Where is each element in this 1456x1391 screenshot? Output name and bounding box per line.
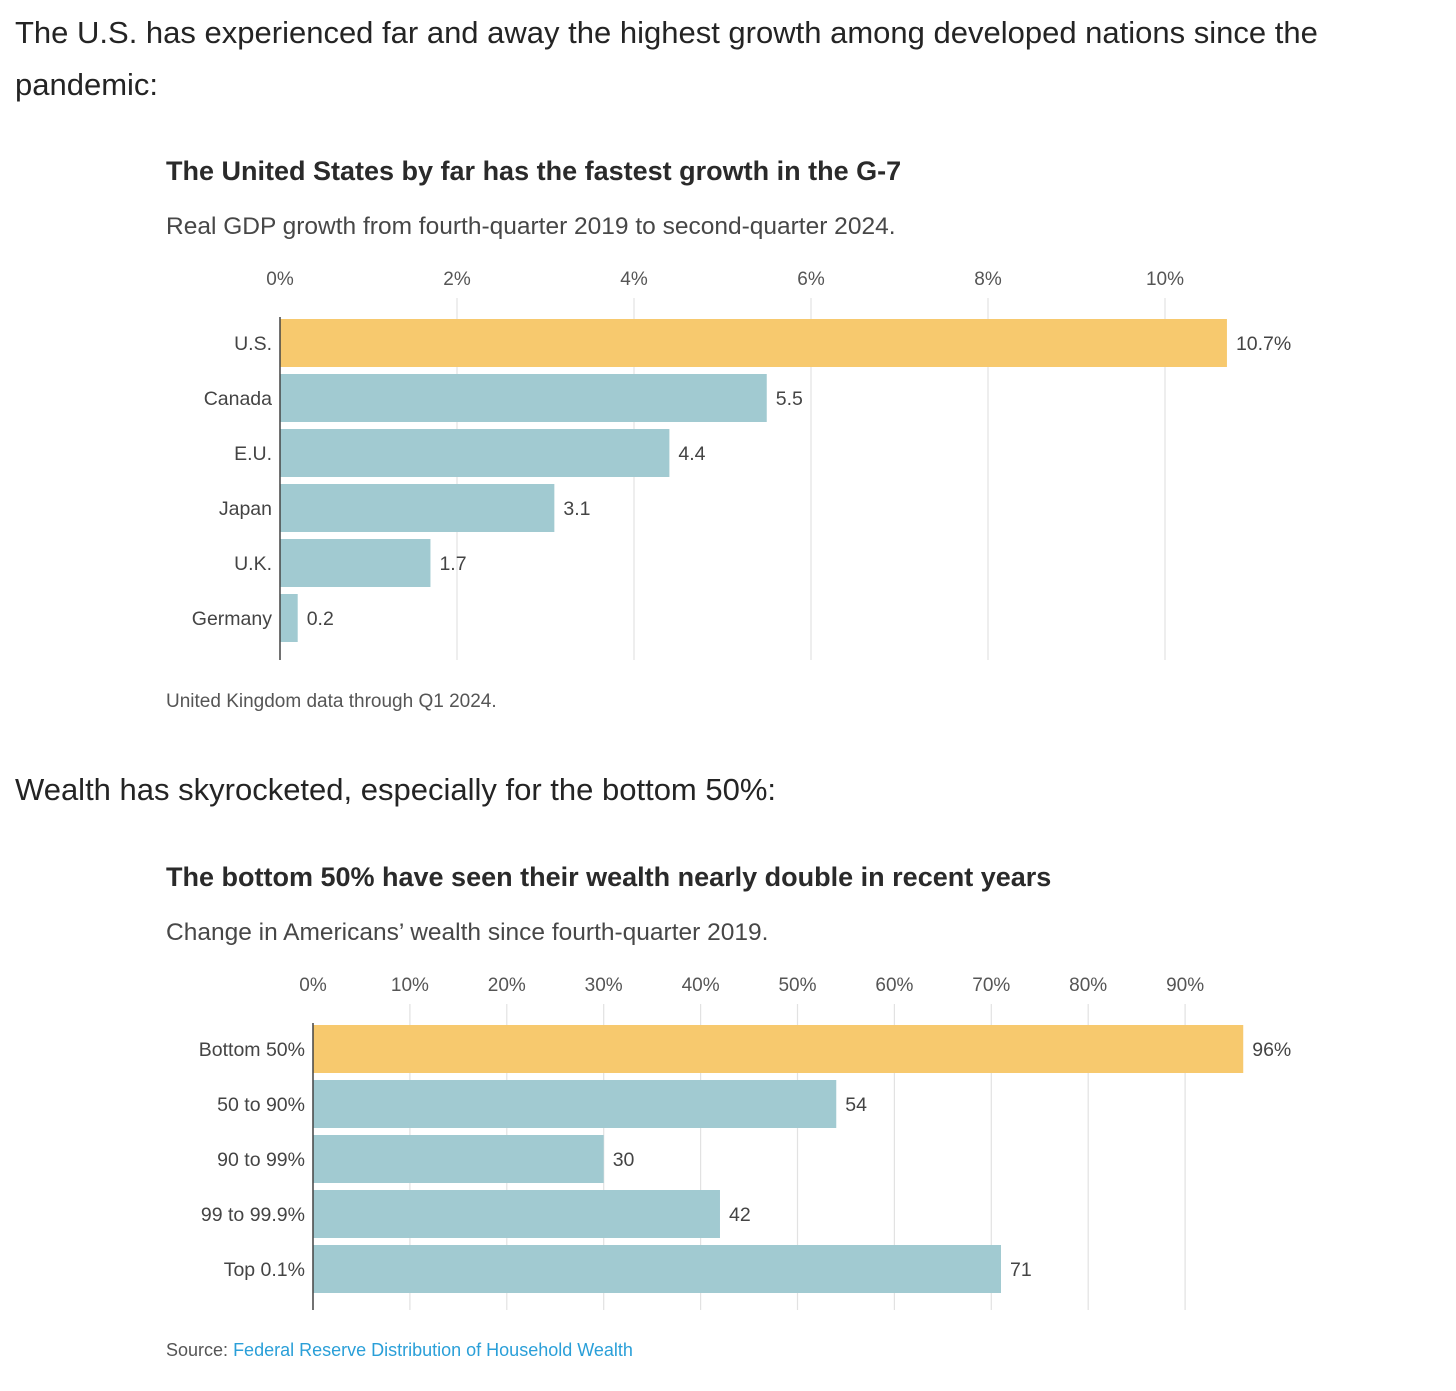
x-tick-label: 0% bbox=[299, 975, 327, 996]
x-tick-label: 70% bbox=[972, 975, 1010, 996]
category-label: Japan bbox=[219, 498, 272, 520]
wealth-change-chart: 0% 10% 20% 30% 40% 50% 60% 70% 80% 90% Bottom 50% 9… bbox=[199, 975, 1291, 1310]
x-tick-label: 80% bbox=[1069, 975, 1107, 996]
x-tick-label: 8% bbox=[974, 269, 1002, 290]
value-label: 3.1 bbox=[563, 498, 590, 520]
x-tick-label: 40% bbox=[682, 975, 720, 996]
category-label: U.S. bbox=[234, 333, 272, 355]
chart2-source: Source: Federal Reserve Distribution of … bbox=[166, 1340, 633, 1361]
chart1-subtitle: Real GDP growth from fourth-quarter 2019… bbox=[166, 213, 896, 240]
category-label: E.U. bbox=[234, 443, 272, 465]
value-label: 42 bbox=[729, 1204, 751, 1226]
x-tick-label: 50% bbox=[778, 975, 816, 996]
value-label: 10.7% bbox=[1236, 333, 1291, 355]
bar-u-s- bbox=[280, 319, 1227, 367]
intro-paragraph: The U.S. has experienced far and away th… bbox=[15, 15, 1318, 102]
value-label: 0.2 bbox=[307, 608, 334, 630]
category-label: U.K. bbox=[234, 553, 272, 575]
x-tick-label: 20% bbox=[488, 975, 526, 996]
bar-bottom-50- bbox=[313, 1025, 1244, 1073]
source-link[interactable]: Federal Reserve Distribution of Househol… bbox=[233, 1340, 633, 1360]
x-tick-label: 60% bbox=[875, 975, 913, 996]
bar-canada bbox=[280, 374, 767, 422]
category-label: 50 to 90% bbox=[217, 1094, 305, 1116]
value-label: 1.7 bbox=[439, 553, 466, 575]
second-paragraph: Wealth has skyrocketed, especially for t… bbox=[15, 772, 777, 807]
x-tick-label: 4% bbox=[620, 269, 648, 290]
bar-50-to-90- bbox=[313, 1080, 837, 1128]
x-tick-label: 0% bbox=[266, 269, 294, 290]
x-tick-label: 2% bbox=[443, 269, 471, 290]
bar-u-k- bbox=[280, 539, 431, 587]
value-label: 4.4 bbox=[678, 443, 705, 465]
category-label: Top 0.1% bbox=[224, 1259, 305, 1281]
bar-japan bbox=[280, 484, 555, 532]
gdp-growth-chart: 0% 2% 4% 6% 8% 10% U.S. 10.7% Canada 5.5 E.U. 4.4 Ja… bbox=[192, 269, 1291, 660]
bar-top-0-1- bbox=[313, 1245, 1001, 1293]
category-label: Canada bbox=[204, 388, 272, 410]
bar-e-u- bbox=[280, 429, 670, 477]
value-label: 30 bbox=[613, 1149, 635, 1171]
x-tick-label: 6% bbox=[797, 269, 825, 290]
category-label: 90 to 99% bbox=[217, 1149, 305, 1171]
value-label: 54 bbox=[845, 1094, 867, 1116]
x-tick-label: 10% bbox=[391, 975, 429, 996]
chart1-note: United Kingdom data through Q1 2024. bbox=[166, 691, 497, 712]
x-tick-label: 90% bbox=[1166, 975, 1204, 996]
category-label: Germany bbox=[192, 608, 272, 630]
category-label: Bottom 50% bbox=[199, 1039, 305, 1061]
x-tick-label: 10% bbox=[1146, 269, 1184, 290]
x-tick-label: 30% bbox=[585, 975, 623, 996]
bar-90-to-99- bbox=[313, 1135, 604, 1183]
bar-germany bbox=[280, 594, 298, 642]
category-label: 99 to 99.9% bbox=[201, 1204, 305, 1226]
chart1-title: The United States by far has the fastest… bbox=[166, 156, 902, 186]
chart2-subtitle: Change in Americans’ wealth since fourth… bbox=[166, 919, 769, 946]
value-label: 71 bbox=[1010, 1259, 1032, 1281]
chart2-title: The bottom 50% have seen their wealth ne… bbox=[166, 862, 1052, 892]
value-label: 5.5 bbox=[776, 388, 803, 410]
bar-99-to-99-9- bbox=[313, 1190, 720, 1238]
value-label: 96% bbox=[1252, 1039, 1291, 1061]
source-label: Source: bbox=[166, 1340, 229, 1360]
